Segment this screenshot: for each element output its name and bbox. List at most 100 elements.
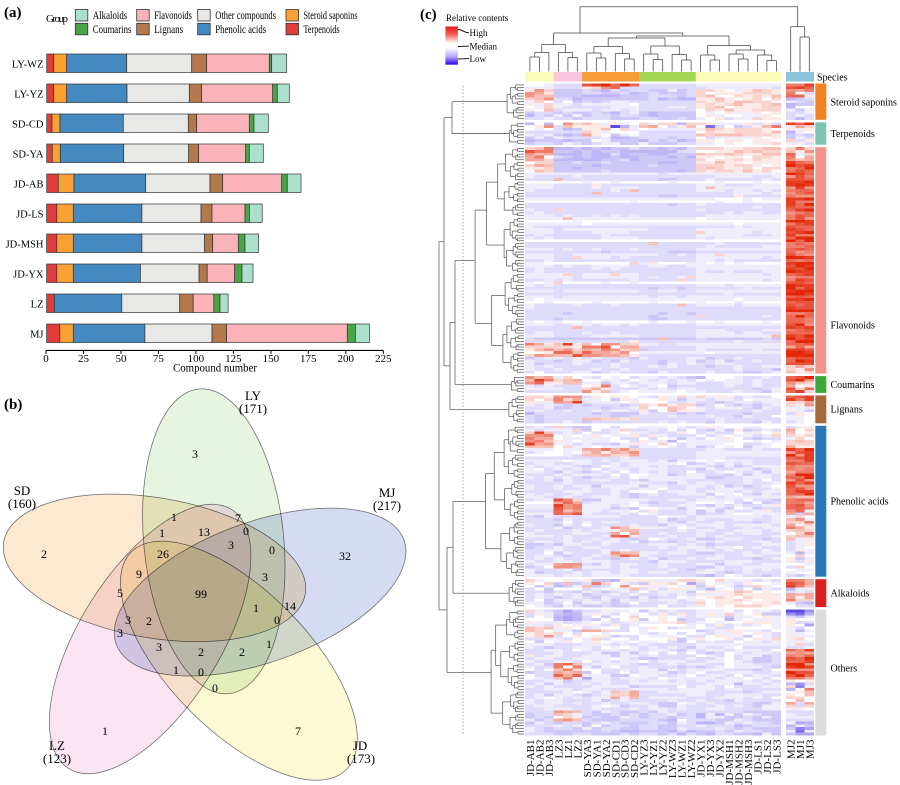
svg-text:LY-WZ2: LY-WZ2 [686, 740, 698, 779]
svg-text:MJ3: MJ3 [804, 739, 816, 759]
svg-text:225: 225 [375, 353, 392, 365]
svg-text:5: 5 [117, 586, 123, 600]
svg-text:LZ: LZ [49, 738, 65, 753]
svg-text:1: 1 [102, 724, 108, 738]
svg-text:Species: Species [817, 72, 848, 83]
svg-text:1: 1 [173, 663, 179, 677]
svg-text:SD: SD [14, 483, 31, 498]
svg-text:25: 25 [78, 353, 90, 365]
svg-text:JD-MSH: JD-MSH [6, 240, 44, 251]
svg-text:LZ2: LZ2 [572, 740, 584, 759]
svg-text:JD-AB2: JD-AB2 [534, 740, 546, 777]
svg-text:13: 13 [198, 525, 210, 539]
svg-text:Lignans: Lignans [831, 405, 863, 416]
svg-text:Low: Low [470, 54, 487, 64]
svg-text:1: 1 [266, 637, 272, 651]
svg-text:1: 1 [171, 510, 177, 524]
svg-text:Alkaloids: Alkaloids [93, 8, 128, 22]
svg-text:7: 7 [295, 724, 301, 738]
svg-text:MJ: MJ [379, 485, 396, 500]
svg-text:MJ2: MJ2 [786, 740, 798, 760]
svg-text:1: 1 [159, 526, 165, 540]
svg-text:3: 3 [228, 538, 234, 552]
svg-text:JD-MSH2: JD-MSH2 [734, 740, 746, 785]
svg-text:LY-YZ3: LY-YZ3 [639, 739, 651, 776]
svg-text:Phenolic acids: Phenolic acids [215, 22, 266, 36]
svg-text:SD-CD3: SD-CD3 [620, 739, 632, 778]
svg-text:JD-AB3: JD-AB3 [544, 739, 556, 776]
svg-text:Flavonoids: Flavonoids [154, 8, 192, 22]
svg-text:SD-YA2: SD-YA2 [601, 740, 613, 778]
svg-text:Coumarins: Coumarins [93, 22, 132, 36]
svg-text:100: 100 [188, 353, 205, 365]
svg-text:14: 14 [284, 599, 296, 613]
svg-text:3: 3 [117, 626, 123, 640]
svg-text:SD-CD1: SD-CD1 [610, 740, 622, 779]
svg-text:Others: Others [831, 664, 858, 675]
svg-text:(217): (217) [373, 498, 401, 513]
svg-text:Compound number: Compound number [173, 361, 257, 375]
svg-text:MJ: MJ [30, 330, 43, 341]
svg-text:2: 2 [146, 614, 152, 628]
svg-text:3: 3 [156, 640, 162, 654]
svg-text:3: 3 [192, 447, 198, 461]
svg-text:(c): (c) [420, 7, 437, 23]
svg-text:Terpenoids: Terpenoids [831, 129, 875, 140]
svg-text:LY-YZ: LY-YZ [14, 90, 43, 101]
svg-text:Flavonoids: Flavonoids [831, 321, 876, 332]
svg-text:150: 150 [263, 353, 280, 365]
svg-text:JD-AB: JD-AB [14, 180, 44, 191]
svg-text:JD-AB1: JD-AB1 [525, 740, 537, 777]
svg-text:3: 3 [125, 613, 131, 627]
svg-text:JD-LS: JD-LS [16, 210, 44, 221]
svg-text:Phenolic acids: Phenolic acids [831, 497, 889, 508]
svg-text:Other compounds: Other compounds [215, 8, 276, 22]
svg-text:Coumarins: Coumarins [831, 380, 875, 391]
svg-text:(173): (173) [347, 751, 375, 766]
svg-text:LY: LY [245, 388, 262, 403]
svg-text:0: 0 [43, 353, 49, 365]
svg-text:LY-YZ1: LY-YZ1 [648, 740, 660, 776]
svg-text:LZ3: LZ3 [553, 739, 565, 758]
svg-text:SD-YA: SD-YA [13, 150, 44, 161]
svg-text:MJ1: MJ1 [795, 740, 807, 760]
svg-text:LY-WZ: LY-WZ [12, 60, 44, 71]
svg-text:Alkaloids: Alkaloids [831, 589, 870, 600]
svg-text:Steroid saponins: Steroid saponins [304, 8, 358, 22]
svg-text:JD: JD [353, 738, 367, 753]
svg-text:1: 1 [253, 601, 259, 615]
svg-text:99: 99 [195, 587, 207, 601]
svg-text:3: 3 [262, 570, 268, 584]
svg-text:JD-YX3: JD-YX3 [705, 739, 717, 777]
svg-text:32: 32 [339, 549, 351, 563]
svg-text:LY-WZ3: LY-WZ3 [667, 739, 679, 778]
svg-text:Lignans: Lignans [154, 22, 183, 36]
svg-text:Relative contents: Relative contents [446, 13, 509, 23]
svg-text:7: 7 [235, 511, 241, 525]
svg-text:SD-CD: SD-CD [12, 120, 44, 131]
svg-text:50: 50 [116, 353, 128, 365]
svg-text:High: High [470, 28, 489, 38]
svg-text:2: 2 [41, 547, 47, 561]
svg-text:SD-YA1: SD-YA1 [591, 740, 603, 778]
svg-text:SD-CD2: SD-CD2 [629, 740, 641, 779]
svg-text:75: 75 [153, 353, 165, 365]
svg-text:Terpenoids: Terpenoids [304, 22, 340, 36]
svg-text:LZ: LZ [31, 300, 44, 311]
svg-text:JD-YX2: JD-YX2 [715, 740, 727, 777]
svg-text:0: 0 [274, 613, 280, 627]
svg-text:(a): (a) [4, 5, 22, 21]
svg-text:Median: Median [470, 41, 498, 51]
svg-text:LY-WZ1: LY-WZ1 [677, 740, 689, 779]
svg-text:9: 9 [136, 567, 142, 581]
svg-text:LZ1: LZ1 [563, 740, 575, 759]
svg-text:2: 2 [198, 645, 204, 659]
svg-text:JD-LS3: JD-LS3 [771, 739, 783, 774]
svg-text:(171): (171) [239, 401, 267, 416]
svg-text:200: 200 [338, 353, 355, 365]
svg-text:0: 0 [212, 681, 218, 695]
svg-text:2: 2 [239, 645, 245, 659]
svg-text:Group: Group [46, 13, 69, 25]
svg-text:JD-YX: JD-YX [13, 270, 44, 281]
svg-text:(b): (b) [4, 397, 22, 413]
